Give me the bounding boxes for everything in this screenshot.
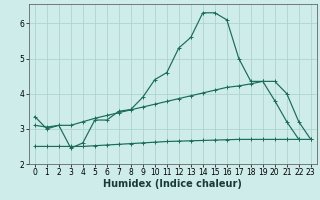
X-axis label: Humidex (Indice chaleur): Humidex (Indice chaleur): [103, 179, 242, 189]
